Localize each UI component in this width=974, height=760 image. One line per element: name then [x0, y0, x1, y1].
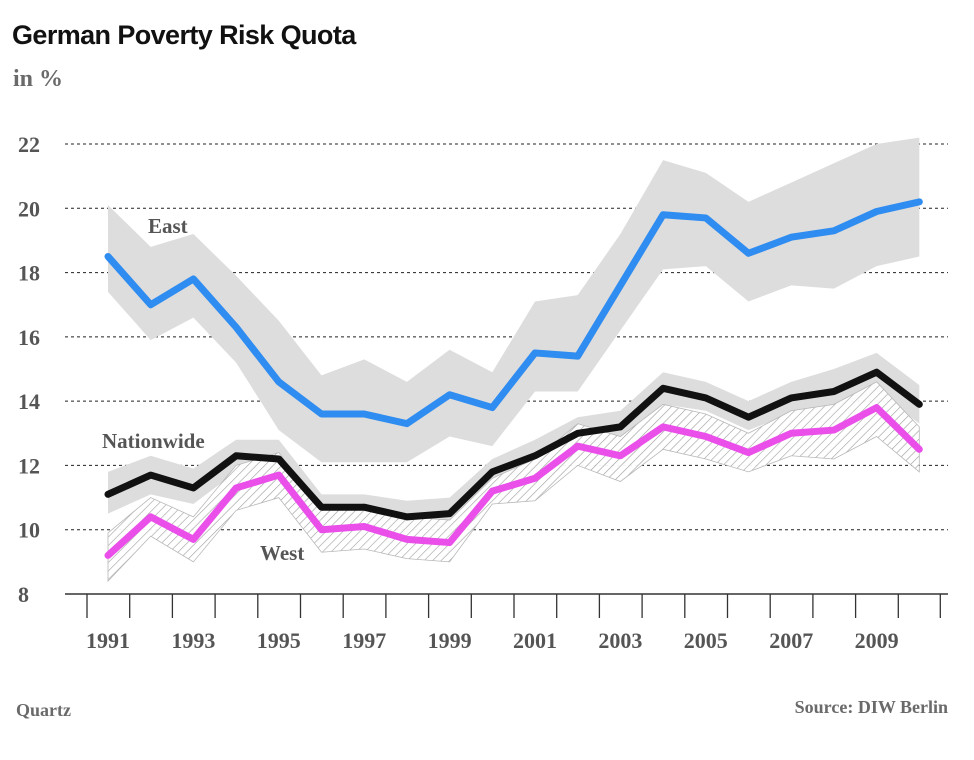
series-lines	[104, 198, 923, 559]
series-label-west: West	[260, 541, 304, 565]
y-tick-label-18: 18	[18, 261, 40, 286]
x-tick-label-1993: 1993	[171, 628, 215, 653]
series-labels: East Nationwide West	[102, 214, 304, 565]
confidence-bands	[107, 137, 920, 583]
y-tick-label-22: 22	[18, 132, 40, 157]
y-tick-label-20: 20	[18, 196, 40, 221]
line-east	[104, 198, 923, 428]
x-tick-label-2009: 2009	[855, 628, 899, 653]
series-label-east: East	[148, 214, 188, 238]
x-tick-label-2001: 2001	[513, 628, 557, 653]
y-tick-label-14: 14	[18, 389, 40, 414]
x-tick-label-2007: 2007	[769, 628, 813, 653]
line-west	[104, 404, 923, 559]
axes: 8 10 12 14 16 18 20 22 1991 1993 1995 1997 1999 2001 2…	[18, 132, 948, 653]
chart-subtitle: in %	[13, 66, 64, 92]
band-east	[108, 137, 920, 463]
brand-credit: Quartz	[16, 700, 71, 720]
x-tick-label-1999: 1999	[428, 628, 472, 653]
x-tick-label-1995: 1995	[257, 628, 301, 653]
y-tick-label-10: 10	[18, 518, 40, 543]
x-tick-label-2003: 2003	[598, 628, 642, 653]
y-tick-label-16: 16	[18, 325, 40, 350]
y-tick-label-8: 8	[18, 582, 29, 607]
band-nationwide	[108, 352, 920, 530]
x-tick-label-2005: 2005	[684, 628, 728, 653]
x-tick-label-1991: 1991	[86, 628, 130, 653]
source-credit: Source: DIW Berlin	[794, 697, 948, 717]
x-tick-label-1997: 1997	[342, 628, 386, 653]
series-label-nationwide: Nationwide	[102, 429, 205, 453]
chart-title: German Poverty Risk Quota	[12, 20, 356, 50]
line-nationwide	[104, 368, 923, 521]
y-tick-label-12: 12	[18, 453, 40, 478]
